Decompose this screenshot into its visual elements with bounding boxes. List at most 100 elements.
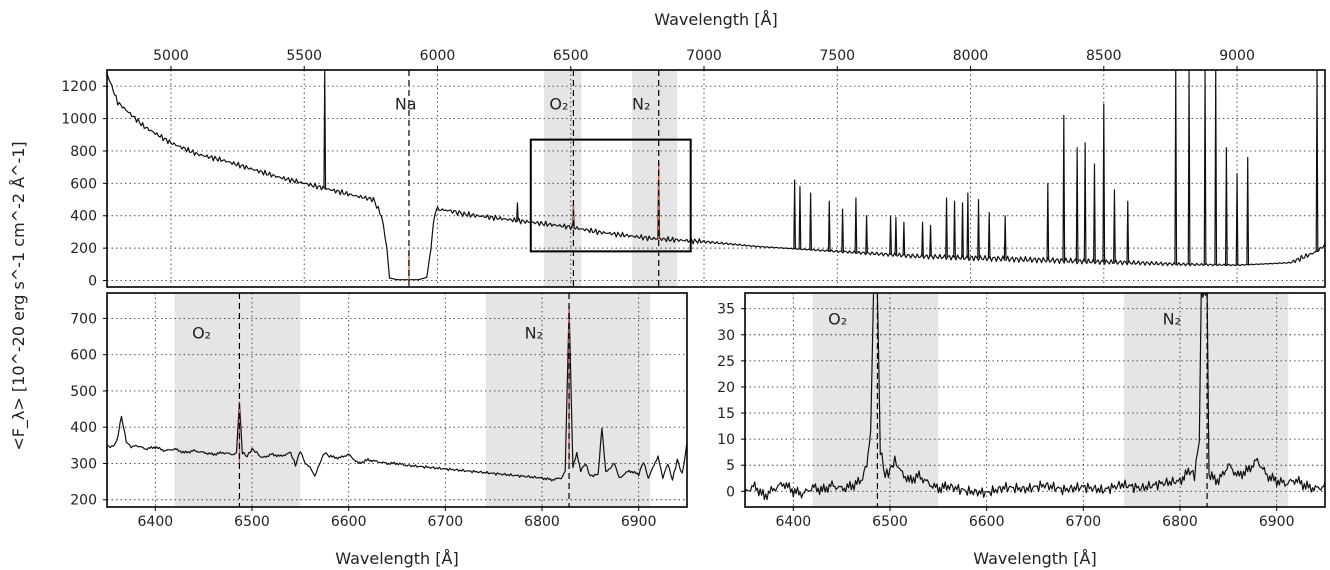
annotation-label: Na <box>395 95 417 114</box>
x-axis-label: Wavelength [Å] <box>335 549 458 568</box>
y-tick-label: 600 <box>70 348 97 364</box>
emission-line <box>865 215 868 254</box>
x-tick-label: 8500 <box>1086 48 1122 64</box>
emission-line <box>809 192 813 250</box>
shaded-band-1 <box>812 293 939 507</box>
emission-line <box>1315 70 1319 252</box>
y-tick-label: 300 <box>70 456 97 472</box>
y-tick-label: 30 <box>717 328 735 344</box>
plot-area <box>107 70 1325 287</box>
emission-line <box>1113 189 1116 263</box>
emission-line <box>1075 147 1079 262</box>
y-tick-label: 35 <box>717 302 735 318</box>
x-tick-label: 6700 <box>1066 514 1102 530</box>
emission-line <box>1003 215 1007 259</box>
y-tick-label: 20 <box>717 380 735 396</box>
y-tick-label: 800 <box>70 144 97 160</box>
shaded-band-2 <box>1123 293 1289 507</box>
annotation-label: O₂ <box>828 309 847 328</box>
emission-line <box>854 197 858 253</box>
x-tick-label: 6900 <box>621 514 657 530</box>
axes-frame <box>106 292 688 508</box>
y-tick-label: 5 <box>726 458 735 474</box>
emission-line <box>1224 147 1228 265</box>
x-tick-label: 7000 <box>686 48 722 64</box>
x-tick-label: 6500 <box>553 48 589 64</box>
x-tick-label: 6500 <box>872 514 908 530</box>
emission-line <box>902 221 906 256</box>
emission-line <box>953 200 956 258</box>
axes-frame <box>744 292 1326 508</box>
emission-line <box>1174 70 1178 265</box>
emission-line <box>961 202 964 258</box>
y-tick-label: 700 <box>70 311 97 327</box>
annotation-label: N₂ <box>1163 309 1181 328</box>
annotation-label: N₂ <box>632 95 650 114</box>
emission-line <box>1214 70 1218 265</box>
y-tick-label: 10 <box>717 432 735 448</box>
y-tick-label: 200 <box>70 493 97 509</box>
y-tick-label: 500 <box>70 384 97 400</box>
axes-frame <box>106 69 1326 288</box>
spectrum-line <box>107 306 687 482</box>
y-tick-label: 15 <box>717 406 735 422</box>
annotation-label: O₂ <box>192 323 211 342</box>
emission-line <box>798 185 802 250</box>
emission-line <box>1187 70 1191 265</box>
y-tick-label: 600 <box>70 176 97 192</box>
x-tick-label: 6000 <box>420 48 456 64</box>
emission-line <box>977 198 980 259</box>
x-tick-label: 6700 <box>428 514 464 530</box>
y-tick-label: 400 <box>70 209 97 225</box>
shaded-band-1 <box>174 293 301 507</box>
x-tick-label: 9000 <box>1219 48 1255 64</box>
x-tick-label: 6900 <box>1259 514 1295 530</box>
emission-line <box>987 211 991 259</box>
x-tick-label: 6800 <box>524 514 560 530</box>
emission-line <box>1062 114 1066 261</box>
x-axis-label: Wavelength [Å] <box>654 10 777 29</box>
x-tick-label: 6600 <box>969 514 1005 530</box>
x-tick-label: 6800 <box>1162 514 1198 530</box>
x-tick-label: 8000 <box>953 48 989 64</box>
emission-line <box>1093 163 1096 262</box>
emission-line <box>1203 70 1207 265</box>
emission-line <box>516 202 519 221</box>
x-tick-label: 5500 <box>286 48 322 64</box>
x-tick-label: 5000 <box>153 48 189 64</box>
emission-line <box>921 221 924 257</box>
y-tick-label: 1000 <box>61 112 97 128</box>
emission-line <box>1083 142 1087 262</box>
emission-line <box>894 216 898 255</box>
plot-area <box>107 293 687 507</box>
shared-y-axis-label: <F_λ> [10^-20 erg s^-1 cm^-2 Å^-1] <box>9 141 29 450</box>
emission-line <box>841 208 844 252</box>
y-tick-label: 0 <box>726 484 735 500</box>
y-tick-label: 0 <box>88 274 97 290</box>
x-tick-label: 6400 <box>776 514 812 530</box>
zoom-region-box <box>529 138 692 253</box>
emission-line <box>1126 200 1130 263</box>
emission-line <box>889 215 892 255</box>
emission-line <box>793 179 797 249</box>
emission-line <box>945 197 948 258</box>
x-axis-label: Wavelength [Å] <box>973 549 1096 568</box>
y-tick-label: 400 <box>70 420 97 436</box>
emission-line <box>323 70 327 189</box>
x-tick-label: 7500 <box>819 48 855 64</box>
panel-bottom-left-zoom: O₂ N₂ 6400 6500 6600 6700 6800 6900 200 300 400 500… <box>70 292 688 568</box>
y-tick-label: 25 <box>717 354 735 370</box>
emission-line <box>929 224 932 257</box>
x-tick-label: 6400 <box>138 514 174 530</box>
y-tick-label: 200 <box>70 241 97 257</box>
plot-area <box>745 293 1325 507</box>
emission-line <box>827 200 831 251</box>
emission-line <box>1046 182 1050 261</box>
panel-bottom-right-residual: O₂ N₂ 6400 6500 6600 6700 6800 6900 0 5 10 15 20 25 30… <box>717 292 1326 568</box>
emission-line <box>1235 173 1239 266</box>
emission-line <box>1102 103 1106 262</box>
x-tick-label: 6600 <box>331 514 367 530</box>
emission-line <box>1246 156 1250 265</box>
